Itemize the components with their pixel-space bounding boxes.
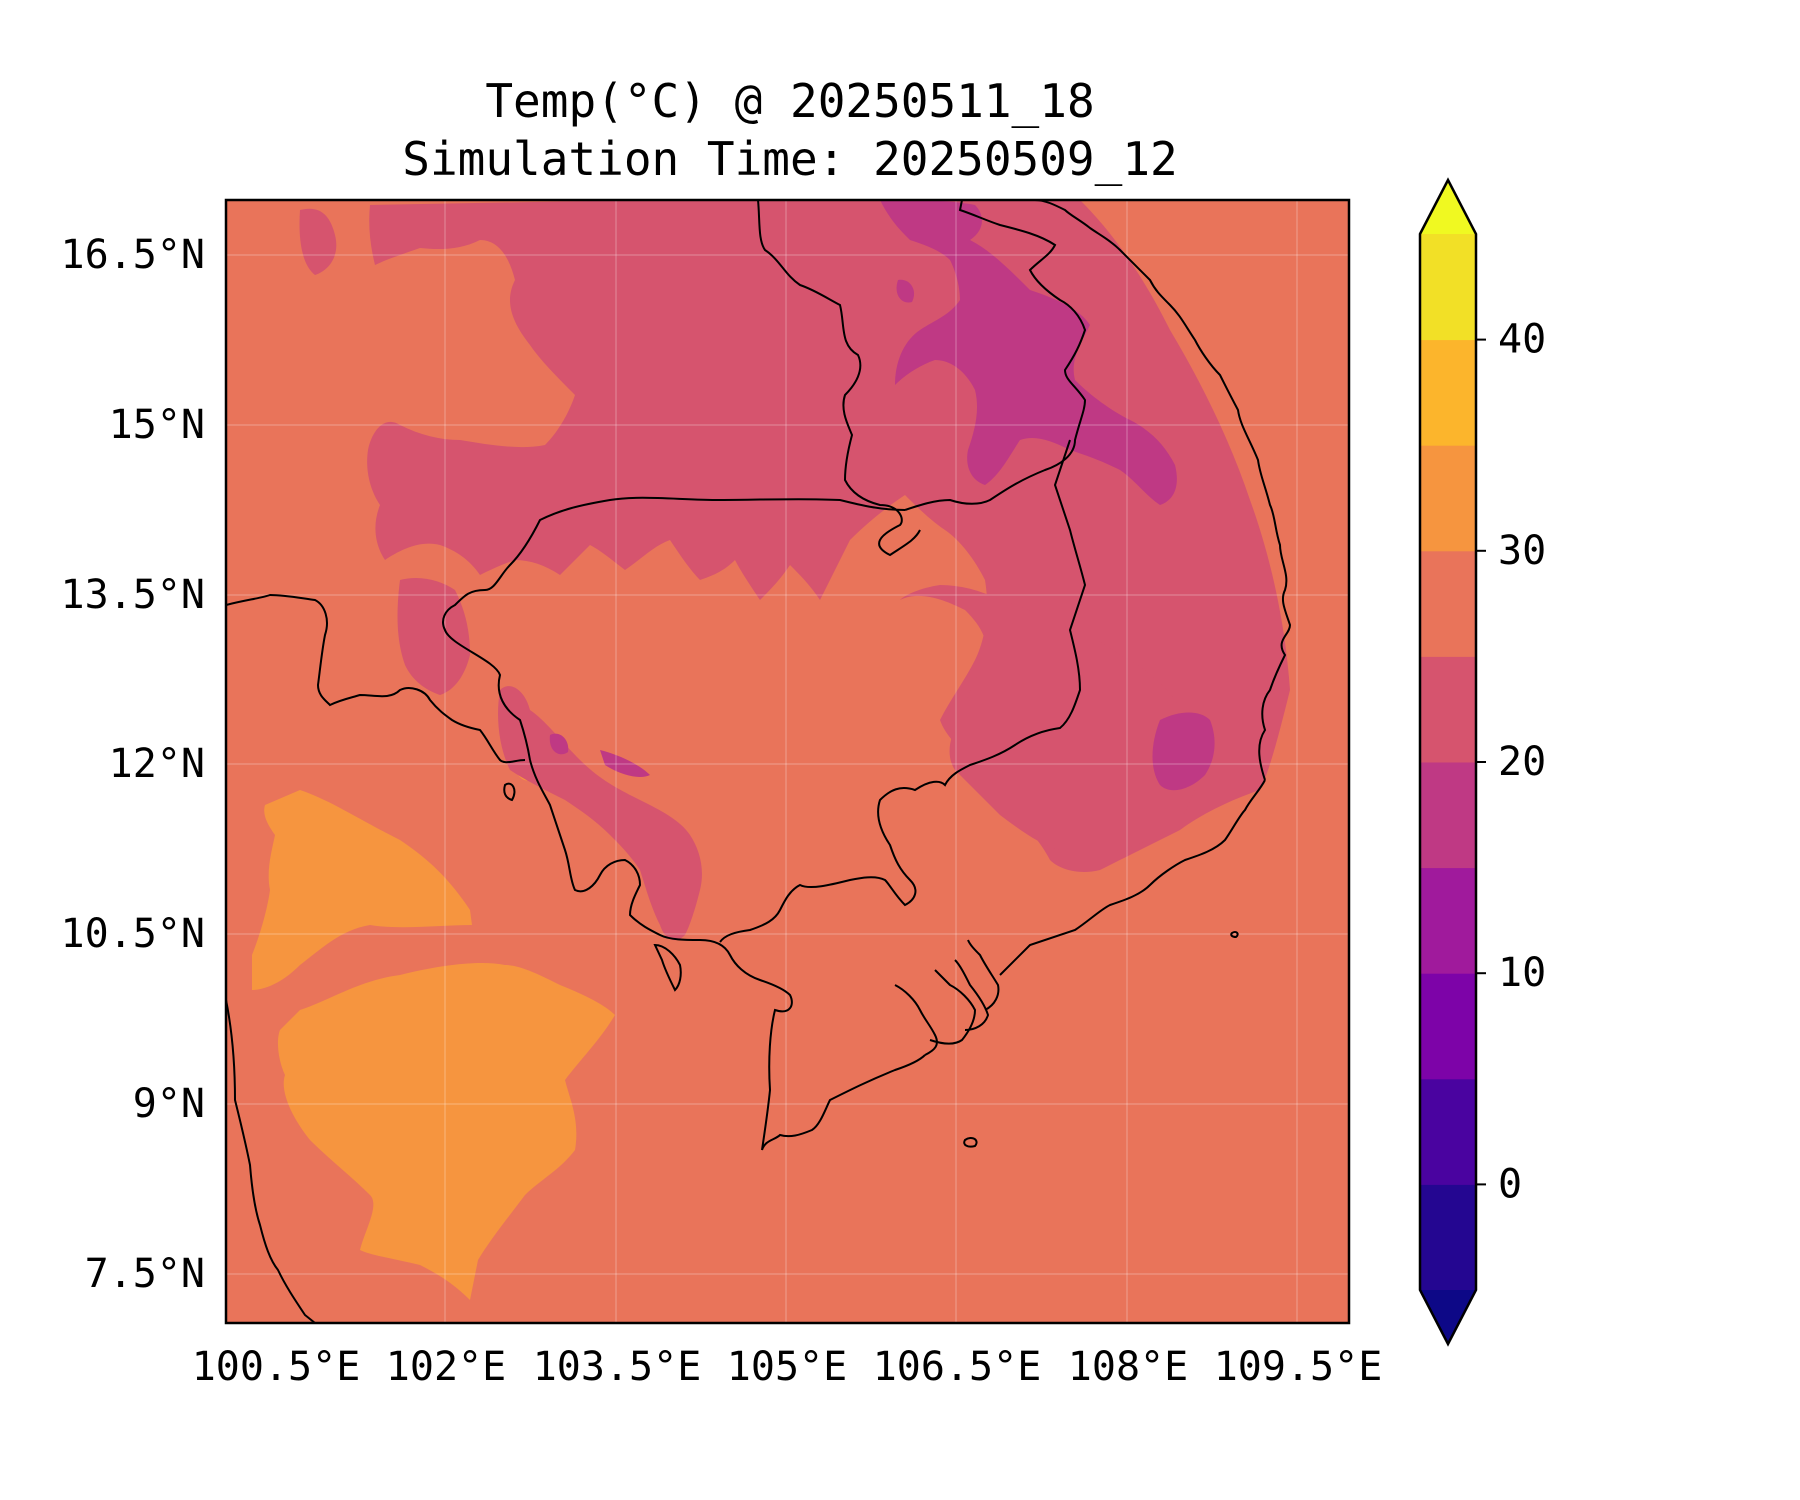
map-frame: [224, 198, 1351, 1325]
border-laos-cambodia-vietnam: [904, 200, 1087, 511]
colorbar-band: [1420, 656, 1476, 763]
colorbar: 0 10 20 30 40: [1418, 177, 1546, 1347]
cool-region-northwest: [299, 208, 337, 275]
colorbar-band: [1420, 1184, 1476, 1291]
y-tick-label: 12°N: [109, 741, 205, 787]
colorbar-tick-label: 10: [1498, 950, 1546, 996]
island-koh-kong: [503, 782, 516, 802]
border-thailand-cambodia: [442, 496, 906, 761]
cold-patch-small-3: [896, 279, 915, 303]
cold-patch-small-2: [600, 750, 650, 777]
y-tick-label: 7.5°N: [85, 1251, 205, 1297]
coastlines-borders: [226, 200, 1292, 1323]
y-tick-label: 16.5°N: [61, 232, 206, 278]
y-tick-label: 15°N: [109, 402, 205, 448]
cool-region-cardamom: [498, 686, 702, 941]
cold-patch-small-1: [549, 733, 569, 755]
colorbar-bands: [1420, 234, 1476, 1291]
warm-region-gulf-south: [277, 963, 615, 1300]
colorbar-ticks: 0 10 20 30 40: [1476, 317, 1546, 1207]
temperature-field: [226, 200, 1349, 1323]
coast-vietnam-east: [1034, 200, 1292, 781]
island-phu-quy: [1230, 930, 1239, 939]
y-tick-label: 10.5°N: [61, 911, 206, 957]
colorbar-band: [1420, 762, 1476, 869]
colorbar-band: [1420, 339, 1476, 446]
island-phu-quoc: [653, 943, 682, 992]
coast-malay-peninsula: [226, 999, 316, 1323]
colorbar-band: [1420, 550, 1476, 657]
x-tick-label: 109.5°E: [1214, 1344, 1383, 1390]
border-cambodia-vietnam: [719, 439, 1087, 943]
coast-mekong-delta: [894, 939, 1000, 1056]
cool-region-central-highlands: [900, 585, 1205, 854]
x-tick-label: 103.5°E: [533, 1344, 702, 1390]
colorbar-band: [1420, 445, 1476, 552]
x-tick-label: 102°E: [386, 1344, 506, 1390]
colorbar-extend-max: [1420, 180, 1476, 234]
map-title: Temp(°C) @ 20250511_18: [485, 74, 1095, 128]
y-tick-label: 9°N: [133, 1081, 205, 1127]
x-tick-label: 105°E: [727, 1344, 847, 1390]
colorbar-tick-label: 20: [1498, 739, 1546, 785]
colorbar-band: [1420, 1078, 1476, 1185]
x-axis: 100.5°E 102°E 103.5°E 105°E 106.5°E 108°…: [192, 1344, 1383, 1390]
x-tick-label: 100.5°E: [192, 1344, 361, 1390]
colorbar-tick-label: 0: [1498, 1161, 1522, 1207]
colorbar-band: [1420, 867, 1476, 974]
colorbar-extend-min: [1420, 1290, 1476, 1344]
x-tick-label: 108°E: [1068, 1344, 1188, 1390]
island-con-dao: [963, 1136, 978, 1148]
colorbar-tick-label: 40: [1498, 317, 1546, 363]
coast-gulf-thailand-east: [529, 759, 926, 1151]
warm-region-gulf-north: [252, 790, 472, 990]
colorbar-tick-label: 30: [1498, 528, 1546, 574]
colorbar-band: [1420, 973, 1476, 1080]
cold-patch-south: [1152, 712, 1215, 791]
colorbar-outline: [1418, 177, 1478, 1347]
colorbar-band: [1420, 234, 1476, 341]
coast-vietnam-south: [999, 779, 1266, 976]
cold-region-annamite: [880, 200, 1177, 505]
gridlines: [226, 200, 1349, 1323]
coast-thailand-west: [226, 593, 526, 764]
border-thailand-laos: [757, 200, 921, 557]
y-axis: 16.5°N 15°N 13.5°N 12°N 10.5°N 9°N 7.5°N: [61, 232, 206, 1297]
x-tick-label: 106.5°E: [873, 1344, 1042, 1390]
y-tick-label: 13.5°N: [61, 572, 206, 618]
map-subtitle: Simulation Time: 20250509_12: [402, 132, 1178, 186]
